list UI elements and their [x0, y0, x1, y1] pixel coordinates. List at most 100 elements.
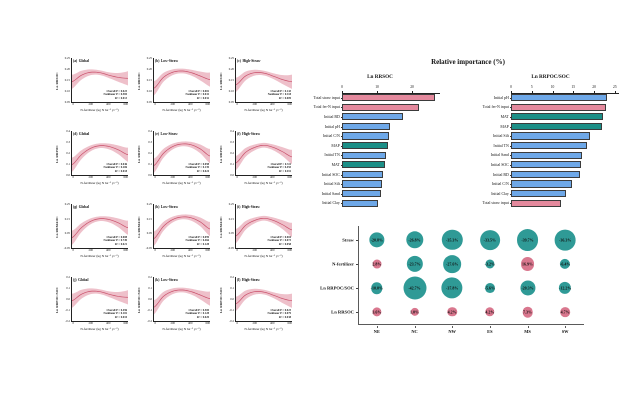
importance-bar: [342, 113, 403, 121]
curve-panel-letter: (b): [155, 58, 160, 63]
bubble-point[interactable]: [479, 230, 500, 250]
curve-panel-name: Global: [78, 277, 89, 282]
curve-stat-r2: R² = 0.013: [114, 96, 127, 100]
importance-tick-mark: [531, 91, 533, 93]
importance-bar-row[interactable]: Total straw input: [483, 199, 625, 209]
bubble-point[interactable]: [560, 258, 571, 270]
importance-bar-row[interactable]: Initial C/N: [323, 131, 446, 141]
bubble-point[interactable]: [519, 280, 536, 296]
importance-bar-row[interactable]: Total straw input: [314, 93, 446, 103]
importance-bar: [342, 180, 383, 188]
importance-bar-row[interactable]: Initial Sand: [491, 151, 625, 161]
curve-panel-a: Ln RRSOC (a) Global Overall P = 0.023 Nonlin…: [55, 56, 128, 124]
bubble-point[interactable]: [559, 281, 572, 295]
importance-bar-row[interactable]: Initial Clay: [491, 189, 625, 199]
bubble-point[interactable]: [522, 306, 533, 318]
importance-bar-row[interactable]: Initial BD: [493, 170, 625, 180]
bubble-row-label: N-fertilizer: [332, 261, 354, 267]
bubble-point[interactable]: [560, 307, 570, 317]
bubble-point[interactable]: [372, 307, 382, 317]
bubble-point[interactable]: [484, 283, 495, 293]
bubble-point[interactable]: [406, 255, 423, 273]
bubble-point[interactable]: [441, 277, 463, 299]
bubble-value-label: -10.0%: [370, 285, 383, 291]
curve-y-tick: 0.10: [64, 89, 70, 93]
importance-bar-row[interactable]: MAT: [332, 160, 446, 170]
bubble-point[interactable]: [403, 276, 426, 300]
curve-stats: Overall P = 0.496 Nonlinear P = 0.102 R² =…: [104, 309, 127, 319]
curve-stats: Overall P = 0.311 Nonlinear P = 0.455 R² =…: [268, 163, 291, 173]
importance-bar: [511, 103, 607, 111]
importance-bar-label: Initial Silt: [493, 134, 509, 139]
confidence-band: [236, 69, 292, 92]
bubble-point[interactable]: [447, 307, 457, 317]
importance-bar-row[interactable]: Total fer-N input: [483, 103, 625, 113]
importance-x-tick: 25: [613, 85, 617, 89]
bubble-value-label: -33.5%: [483, 237, 496, 243]
bubble-point[interactable]: [369, 232, 385, 248]
bubble-point[interactable]: [405, 231, 424, 249]
importance-bar-row[interactable]: Initial C/N: [492, 179, 625, 189]
curve-y-tick: 0.25: [228, 56, 234, 60]
curve-panel-name: Low-Straw: [160, 131, 178, 136]
bubble-point[interactable]: [441, 229, 463, 251]
importance-bar-row[interactable]: Initial BD: [324, 112, 446, 122]
importance-bar-label: Initial Sand: [490, 153, 509, 158]
curve-y-tick: -0.2: [65, 319, 70, 323]
bubble-point[interactable]: [554, 229, 576, 251]
importance-bar: [511, 151, 583, 159]
curve-panel-title: (h) Low-Straw: [155, 205, 178, 209]
importance-axis-line: [342, 92, 440, 94]
importance-bar-row[interactable]: Initial SOC: [491, 160, 625, 170]
importance-bar-label: Total straw input: [313, 95, 340, 100]
bubble-point[interactable]: [485, 259, 495, 269]
curve-y-axis-label: Ln RRMAOC: [219, 216, 223, 238]
curve-stat-overall: Overall P = 0.143: [270, 89, 291, 93]
curve-y-tick: 0.25: [64, 56, 70, 60]
curve-x-tick: 600: [123, 175, 128, 179]
importance-bar-row[interactable]: Initial TN: [324, 151, 446, 161]
importance-bar-row[interactable]: Total fer-N input: [314, 103, 446, 113]
curve-panel-title: (l) High-Straw: [237, 278, 260, 282]
importance-bar-row[interactable]: Initial TN: [493, 141, 625, 151]
curve-y-tick: 0.15: [64, 78, 70, 82]
curve-y-tick: 0.15: [228, 216, 234, 221]
bubble-point[interactable]: [443, 255, 461, 273]
bubble-point[interactable]: [516, 229, 539, 251]
curve-y-tick: 0.15: [146, 216, 152, 221]
importance-bar-row[interactable]: Initial pH: [325, 122, 446, 132]
curve-x-tick: 400: [269, 102, 275, 106]
importance-axis-ticks: 0 10 20: [341, 85, 440, 92]
importance-bar-row[interactable]: Initial Silt: [324, 179, 446, 189]
importance-bar-row[interactable]: Initial pH: [494, 93, 625, 103]
curve-x-tick: 600: [205, 175, 210, 179]
curve-y-axis-label: Ln RRPOC/SOC: [219, 286, 223, 314]
bubble-row-tick: [355, 264, 358, 265]
importance-row-tick: [509, 155, 511, 156]
bubble-point[interactable]: [485, 307, 495, 317]
importance-bar-row[interactable]: MAP: [500, 122, 625, 132]
confidence-band: [154, 287, 210, 315]
curve-x-tick: 600: [205, 248, 210, 252]
importance-bar-row[interactable]: Initial Sand: [322, 189, 446, 199]
curve-stats: Overall P = 0.046 Nonlinear P = 0.206 R² =…: [104, 163, 127, 173]
importance-bar-row[interactable]: Initial Clay: [322, 199, 446, 209]
importance-bar-row[interactable]: MAT: [501, 112, 625, 122]
curve-stats: Overall P = 0.004 Nonlinear P = 0.073 R² =…: [268, 236, 291, 246]
bubble-point[interactable]: [371, 282, 383, 294]
importance-tick-mark: [614, 91, 616, 93]
curve-x-tick: 200: [252, 321, 258, 325]
curve-x-tick: 200: [170, 102, 176, 106]
bubble-point[interactable]: [520, 257, 535, 271]
bubble-row-label: Ln RRSOC: [331, 309, 354, 315]
curve-panel-i: Ln RRMAOC (i) High-Straw Overall P = 0.004 N…: [219, 202, 292, 270]
bubble-point[interactable]: [410, 307, 419, 317]
importance-bar-row[interactable]: MAP: [331, 141, 446, 151]
importance-bar-row[interactable]: Initial Silt: [493, 131, 625, 141]
importance-bar-row[interactable]: Initial SOC: [322, 170, 446, 180]
curve-y-tick: 0.4: [66, 129, 70, 133]
curve-x-tick: 600: [123, 102, 128, 106]
bubble-point[interactable]: [372, 259, 382, 269]
fitted-curve: [72, 145, 128, 165]
curve-x-axis-label: N-fertilizer (kg N ha⁻¹ yr⁻¹): [162, 181, 201, 185]
